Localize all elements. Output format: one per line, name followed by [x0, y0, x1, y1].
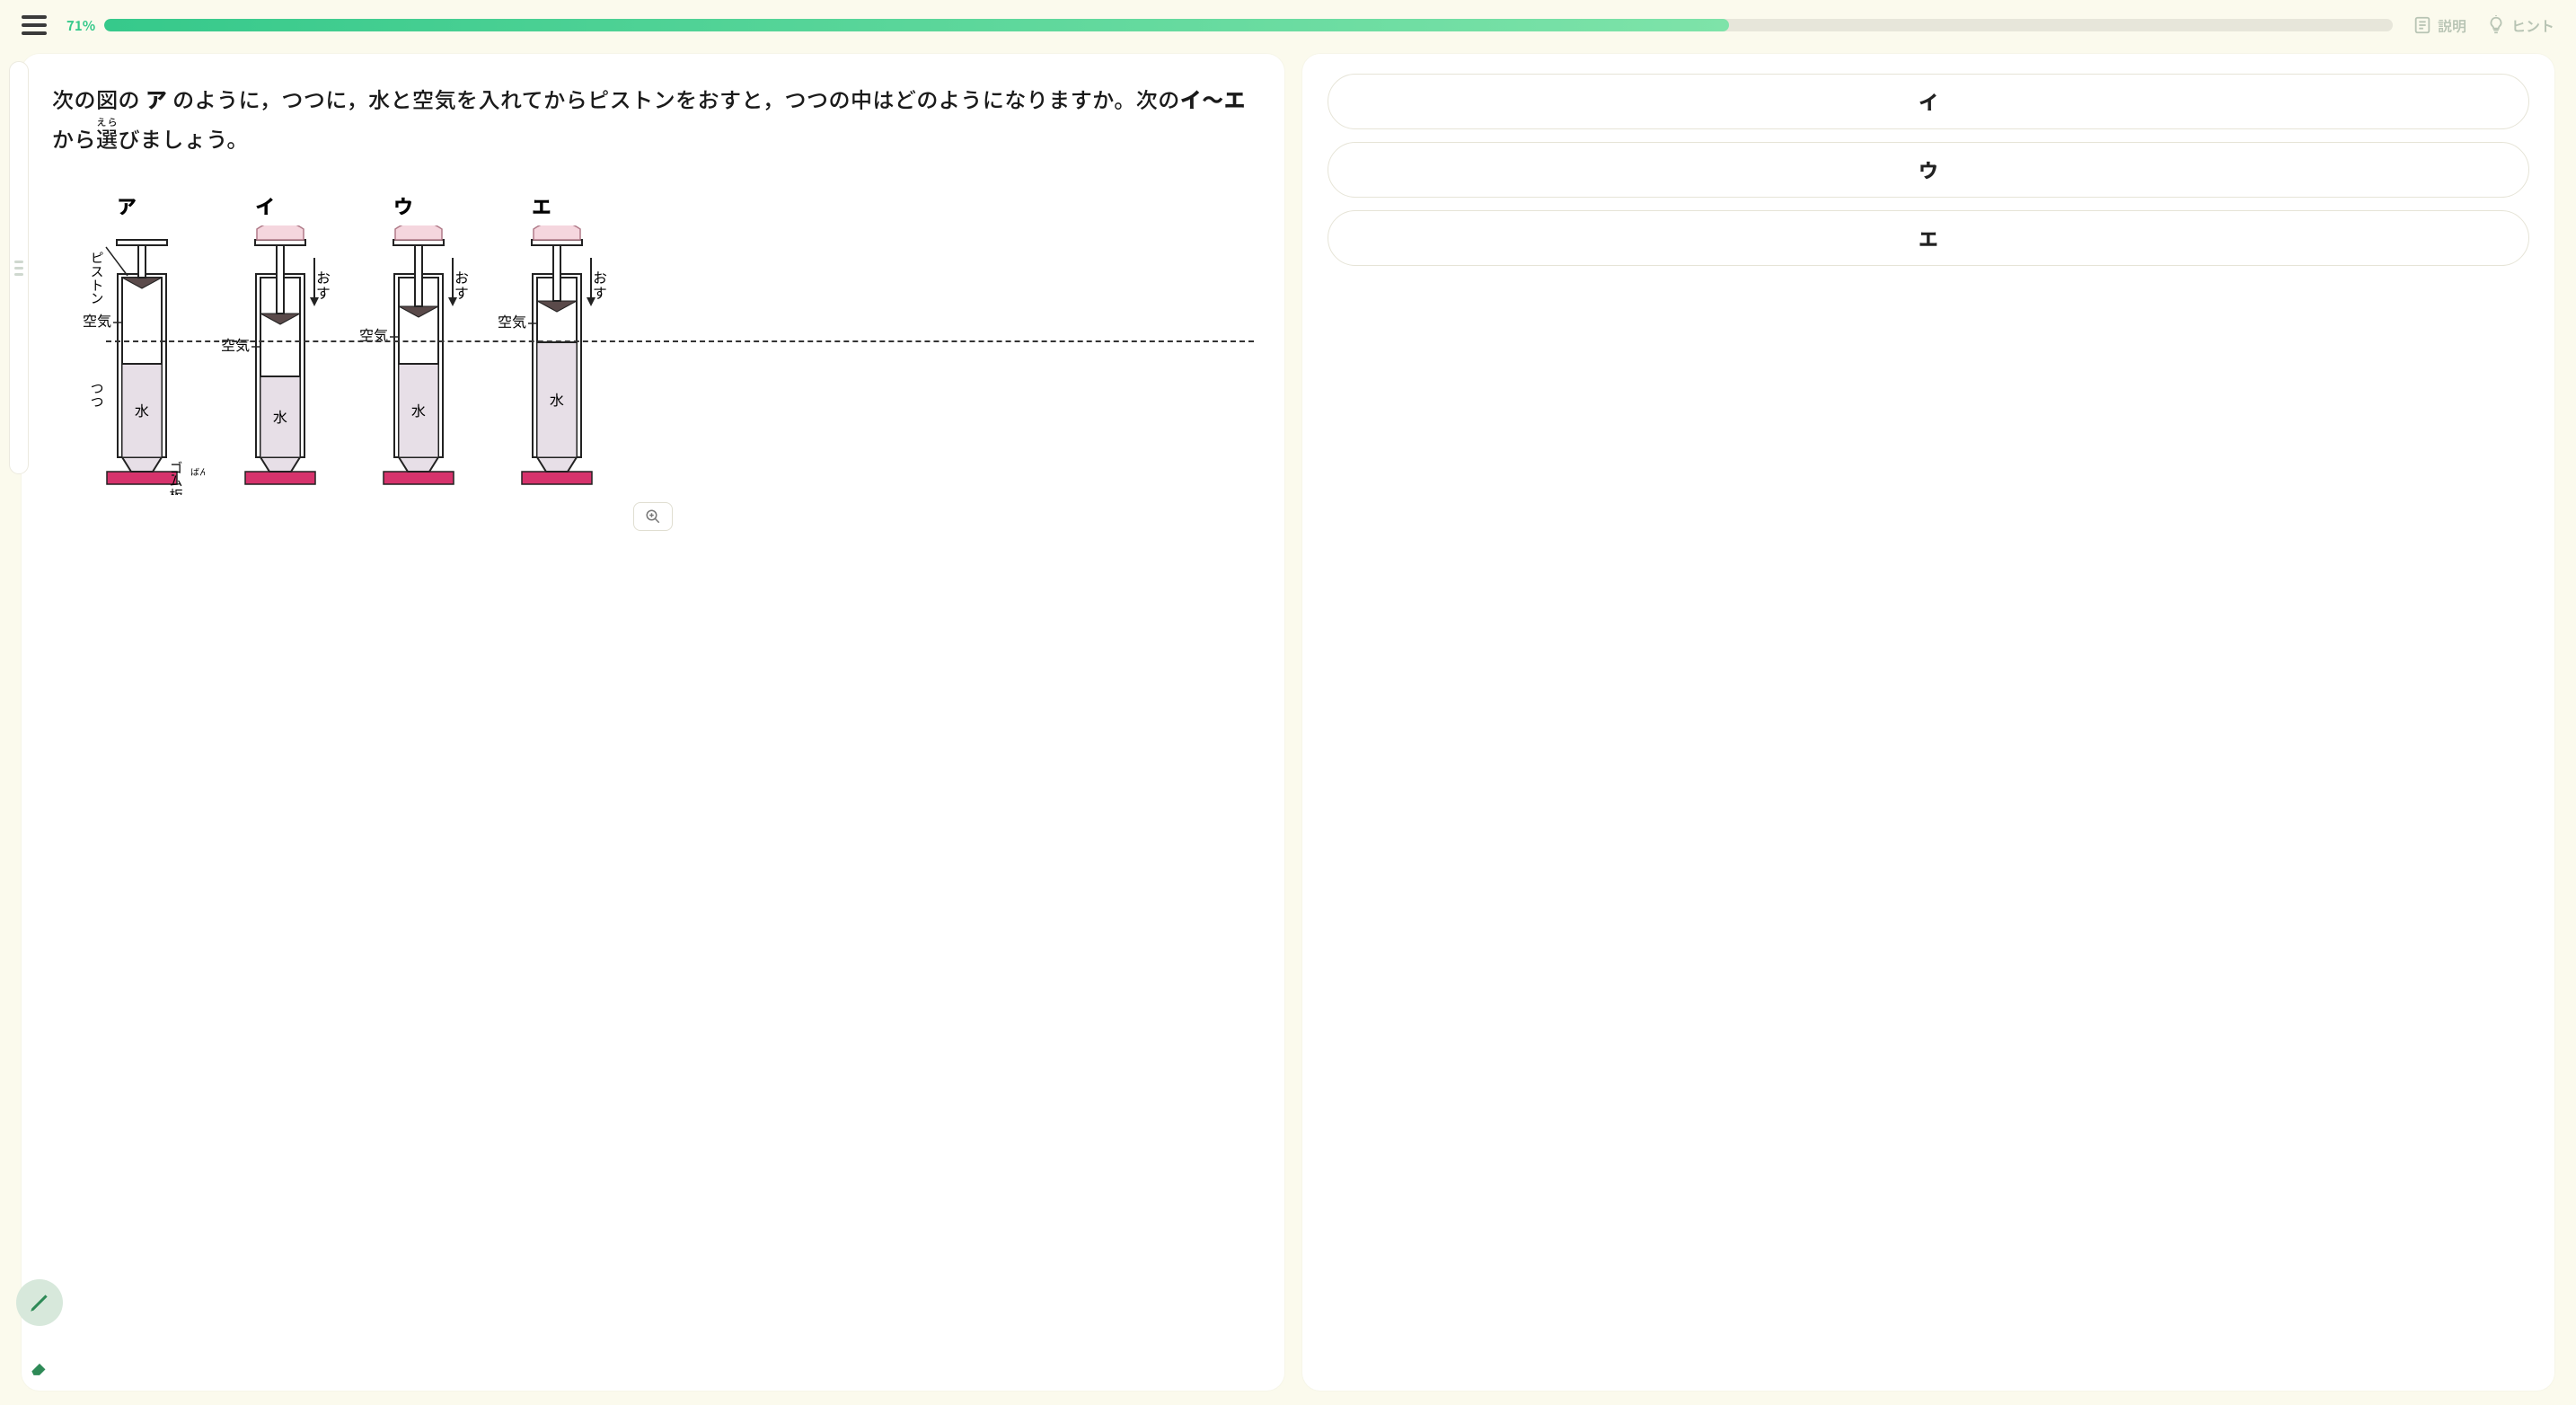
syringe-label-i: イ	[255, 191, 275, 220]
tool-rail	[16, 1279, 63, 1389]
syringe-a: ア水 空気 ピストンつつゴム板ばん	[79, 191, 205, 495]
question-pane: 次の図の ア のように，つつに，水と空気を入れてからピストンをおすと，つつの中は…	[22, 54, 1284, 1391]
scroll-handle[interactable]	[9, 61, 29, 474]
syringe-label-e: エ	[532, 191, 551, 220]
syringe-label-u: ウ	[393, 191, 413, 220]
hint-label: ヒント	[2511, 14, 2554, 36]
svg-text:ばん: ばん	[190, 464, 205, 478]
q-ruby-rt: えら	[96, 115, 118, 129]
pencil-icon	[28, 1291, 51, 1314]
progress-bar: 71%	[66, 16, 2393, 35]
svg-text:水: 水	[135, 399, 149, 420]
explain-button[interactable]: 説明	[2413, 14, 2466, 36]
progress-fill	[104, 19, 1729, 31]
progress-track	[104, 19, 2393, 31]
explain-label: 説明	[2438, 14, 2466, 36]
answer-option-1[interactable]: ウ	[1328, 142, 2529, 198]
zoom-in-icon	[645, 508, 661, 525]
question-figure: ア水空気ピストンつつゴム板ばんイおす水空気ウおす水空気エおす水空気	[52, 191, 1254, 495]
answer-list: イウエ	[1328, 74, 2529, 266]
svg-text:空気: 空気	[498, 310, 526, 331]
svg-text:水: 水	[273, 405, 287, 427]
hint-button[interactable]: ヒント	[2486, 14, 2554, 36]
topbar: 71% 説明 ヒント	[0, 0, 2576, 50]
syringe-i: イおす水 空気	[217, 191, 343, 495]
svg-text:ゴム板: ゴム板	[167, 461, 186, 495]
svg-text:つつ: つつ	[88, 382, 107, 409]
note-icon	[2413, 15, 2432, 35]
lightbulb-icon	[2486, 15, 2506, 35]
q-mid2: から	[52, 122, 96, 154]
syringe-e: エおす水 空気	[494, 191, 620, 495]
zoom-button[interactable]	[633, 502, 673, 531]
q-tail: びましょう。	[118, 122, 248, 154]
question-text: 次の図の ア のように，つつに，水と空気を入れてからピストンをおすと，つつの中は…	[52, 79, 1254, 159]
syringe-label-a: ア	[117, 191, 137, 220]
svg-text:ピストン: ピストン	[88, 251, 107, 305]
svg-text:おす: おす	[313, 270, 334, 299]
svg-text:おす: おす	[451, 270, 472, 299]
pencil-tool[interactable]	[16, 1279, 63, 1326]
eraser-icon	[28, 1354, 51, 1377]
q-mid1: のように，つつに，水と空気を入れてからピストンをおすと，つつの中はどのようになり…	[167, 83, 1179, 114]
menu-icon[interactable]	[22, 15, 47, 35]
svg-text:水: 水	[411, 399, 426, 420]
baseline-dash	[106, 340, 1254, 342]
answers-pane: イウエ	[1302, 54, 2554, 1391]
eraser-tool[interactable]	[16, 1342, 63, 1389]
answer-option-2[interactable]: エ	[1328, 210, 2529, 266]
q-pre: 次の図の	[52, 83, 146, 114]
q-bold1: ア	[146, 83, 167, 114]
svg-text:空気: 空気	[221, 333, 250, 355]
q-bold2: イ〜エ	[1180, 83, 1246, 114]
svg-text:空気: 空気	[83, 309, 111, 331]
answer-option-0[interactable]: イ	[1328, 74, 2529, 129]
main-area: 次の図の ア のように，つつに，水と空気を入れてからピストンをおすと，つつの中は…	[0, 50, 2576, 1405]
progress-percent: 71%	[66, 16, 95, 35]
svg-text:おす: おす	[589, 270, 611, 299]
syringe-u: ウおす水空気	[356, 191, 481, 495]
svg-text:水: 水	[550, 388, 564, 410]
